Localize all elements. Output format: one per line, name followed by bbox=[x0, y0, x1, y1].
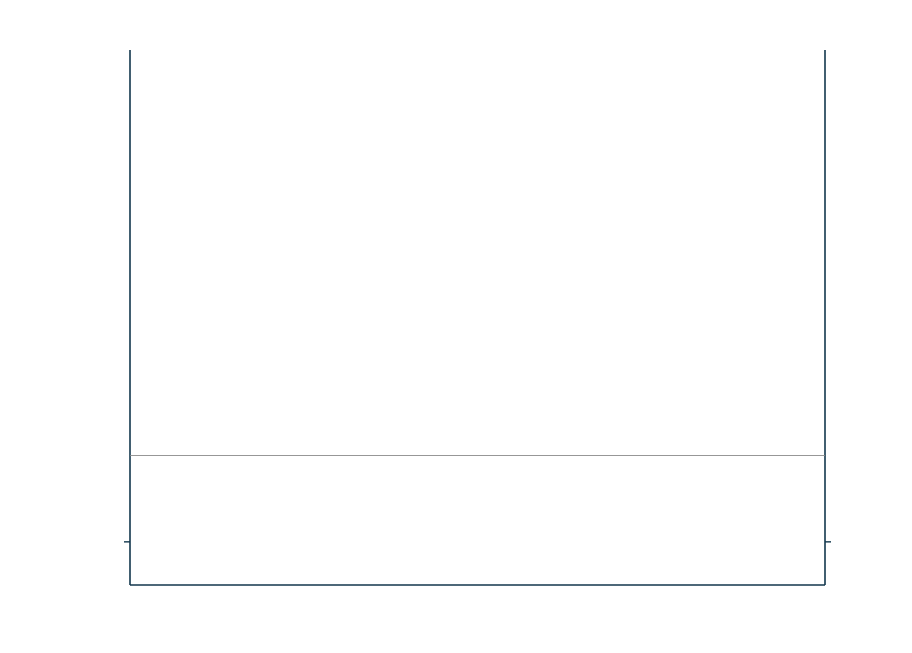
chart-bg bbox=[0, 0, 912, 653]
chart-container bbox=[0, 0, 912, 653]
chart-svg bbox=[0, 0, 912, 653]
